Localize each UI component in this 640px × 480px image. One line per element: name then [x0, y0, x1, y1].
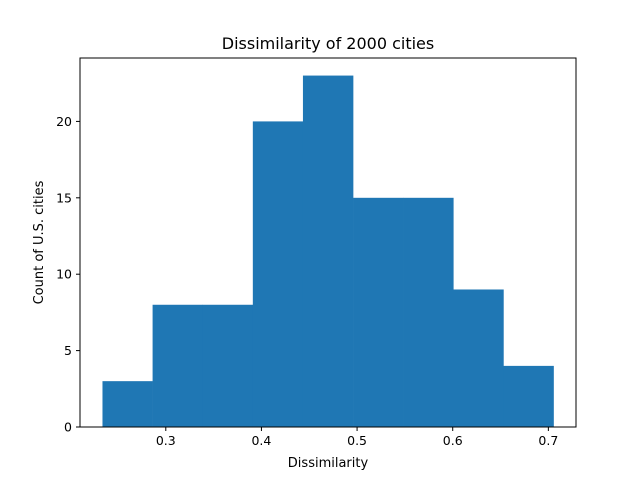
histogram-bar	[353, 197, 404, 427]
histogram-bar	[102, 381, 153, 427]
histogram-bar	[252, 121, 304, 427]
bars-group	[102, 75, 554, 428]
x-tick-label: 0.3	[156, 433, 176, 448]
y-tick-label: 0	[64, 420, 72, 435]
y-axis-label: Count of U.S. cities	[32, 180, 47, 304]
chart-title: Dissimilarity of 2000 cities	[222, 34, 434, 53]
y-tick-label: 15	[56, 190, 72, 205]
histogram-bar	[202, 304, 254, 427]
x-axis-ticks: 0.3 0.4 0.5 0.6 0.7	[156, 427, 558, 448]
histogram-bar	[152, 304, 204, 427]
axes-frame	[79, 57, 577, 428]
histogram-bar	[503, 365, 554, 427]
histogram-bar	[302, 75, 354, 428]
y-tick-label: 10	[56, 267, 72, 282]
y-tick-label: 20	[56, 114, 72, 129]
histogram-bar	[403, 197, 454, 427]
y-axis-ticks: 0 5 10 15 20	[56, 114, 80, 435]
x-axis-label: Dissimilarity	[288, 456, 369, 471]
x-tick-label: 0.5	[347, 433, 367, 448]
x-tick-label: 0.7	[538, 433, 558, 448]
x-tick-label: 0.6	[443, 433, 463, 448]
y-tick-label: 5	[64, 343, 72, 358]
histogram-bar	[453, 289, 504, 427]
x-tick-label: 0.4	[251, 433, 271, 448]
